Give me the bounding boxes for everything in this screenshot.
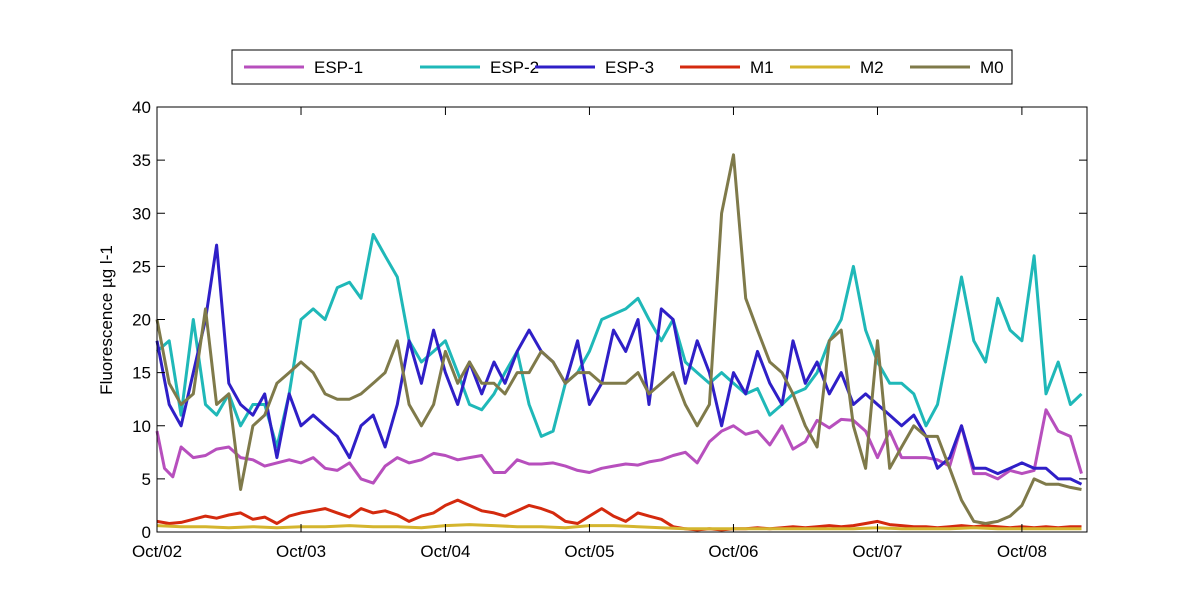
- y-tick-label: 0: [142, 523, 151, 542]
- legend-label-m2: M2: [860, 58, 884, 77]
- y-tick-label: 10: [132, 417, 151, 436]
- legend-label-m0: M0: [980, 58, 1004, 77]
- y-tick-label: 25: [132, 257, 151, 276]
- y-tick-label: 40: [132, 98, 151, 117]
- axis-ticks: 0 5 10 15 20 25 30 35 40 Oct/02 Oct/03 Oct/04 Oct/05…: [132, 98, 1087, 561]
- series-line-esp-3: [155, 243, 1083, 486]
- x-tick-label: Oct/02: [132, 542, 182, 561]
- series-line-esp-1: [155, 408, 1083, 485]
- legend-box: [231, 49, 1013, 85]
- y-tick-label: 30: [132, 204, 151, 223]
- series-line-m0: [155, 153, 1082, 525]
- legend: ESP-1 ESP-2 ESP-3 M1 M2 M0: [231, 49, 1013, 85]
- x-tick-label: Oct/08: [997, 542, 1047, 561]
- x-tick-label: Oct/03: [276, 542, 326, 561]
- series-lines: [155, 153, 1083, 532]
- x-tick-label: Oct/07: [852, 542, 902, 561]
- plot-frame: [156, 106, 1088, 533]
- x-tick-label: Oct/06: [708, 542, 758, 561]
- series-line-m1: [156, 498, 1082, 532]
- y-axis-label: Fluorescence µg l-1: [97, 245, 116, 395]
- legend-label-esp-2: ESP-2: [490, 58, 539, 77]
- y-tick-label: 15: [132, 364, 151, 383]
- x-tick-label: Oct/04: [420, 542, 470, 561]
- x-tick-label: Oct/05: [564, 542, 614, 561]
- y-tick-label: 5: [142, 470, 151, 489]
- y-tick-label: 35: [132, 151, 151, 170]
- legend-label-esp-3: ESP-3: [605, 58, 654, 77]
- legend-label-esp-1: ESP-1: [314, 58, 363, 77]
- series-line-esp-2: [156, 233, 1083, 449]
- y-tick-label: 20: [132, 311, 151, 330]
- series-line-m2: [156, 523, 1082, 531]
- legend-label-m1: M1: [750, 58, 774, 77]
